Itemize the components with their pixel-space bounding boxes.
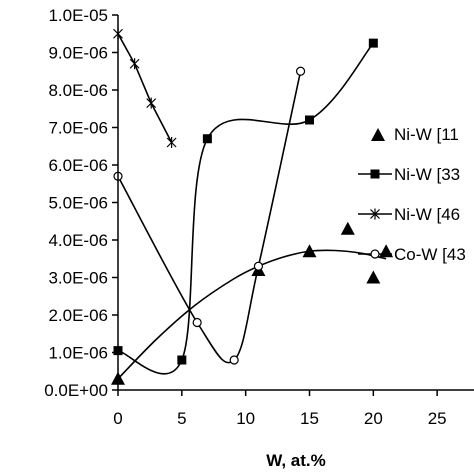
series-3-point (295, 66, 306, 76)
y-tick-label: 6.0E-06 (48, 156, 108, 175)
y-tick-label: 0.0E+00 (44, 381, 108, 400)
y-tick-label: 5.0E-06 (48, 194, 108, 213)
legend-item: Ni-W [46 (358, 205, 460, 224)
x-tick-label: 25 (428, 409, 447, 428)
x-tick-labels: 0 5 10 15 20 25 (113, 409, 446, 428)
legend: Ni-W [11 Ni-W [33 Ni-W [46 Co-W [43 (358, 125, 466, 264)
series-1-point (202, 134, 212, 144)
series-2-point (146, 97, 157, 109)
x-tick-label: 20 (364, 409, 383, 428)
legend-item: Ni-W [33 (358, 165, 460, 184)
series-3-point (192, 317, 202, 328)
y-tick-label: 7.0E-06 (48, 119, 108, 138)
y-tick-label: 4.0E-06 (48, 231, 108, 250)
y-tick-label: 2.0E-06 (48, 306, 108, 325)
series-0-point (302, 244, 317, 258)
series-2-point (166, 137, 177, 148)
legend-label: Ni-W [46 (394, 205, 460, 224)
x-tick-label: 10 (236, 409, 255, 428)
y-tick-label: 1.0E-05 (48, 6, 108, 25)
plot-lines (117, 33, 387, 380)
series-3-point (253, 261, 264, 271)
y-tick-label: 8.0E-06 (48, 81, 108, 100)
legend-label: Ni-W [33 (394, 165, 460, 184)
series-3-line (117, 71, 302, 364)
y-tick-label: 1.0E-06 (48, 344, 108, 363)
legend-marker (370, 249, 380, 259)
x-tick-label: 15 (300, 409, 319, 428)
series-2-line (117, 33, 173, 143)
x-axis-title: W, at.% (266, 451, 326, 470)
series-1-line (117, 42, 374, 375)
plot-markers (111, 28, 394, 385)
y-tick-labels: 0.0E+00 1.0E-06 2.0E-06 3.0E-06 4.0E-06 5.0E-… (44, 6, 108, 400)
legend-marker (371, 128, 385, 141)
series-1-point (177, 355, 187, 365)
series-0-point (379, 244, 394, 258)
series-0-point (366, 270, 381, 284)
series-1-point (368, 38, 378, 48)
series-0-trend-line (117, 249, 387, 380)
legend-label: Co-W [43 (394, 245, 466, 264)
legend-item: Co-W [43 (358, 245, 466, 264)
series-3-point (229, 355, 239, 365)
series-0-point (340, 221, 355, 235)
y-tick-label: 3.0E-06 (48, 269, 108, 288)
axes (112, 14, 474, 396)
x-tick-label: 5 (177, 409, 186, 428)
y-tick-label: 9.0E-06 (48, 44, 108, 63)
legend-label: Ni-W [11 (394, 125, 459, 144)
series-2-point (129, 58, 140, 70)
legend-item: Ni-W [11 (371, 125, 459, 144)
legend-marker (370, 208, 380, 220)
series-1-point (305, 115, 314, 125)
legend-marker (370, 169, 380, 179)
x-tick-label: 0 (113, 409, 122, 428)
